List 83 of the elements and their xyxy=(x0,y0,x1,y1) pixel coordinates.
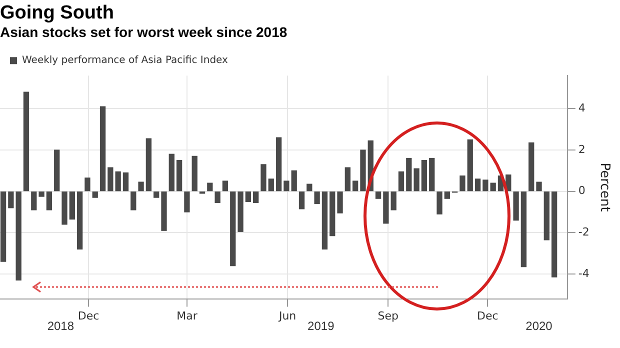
bar xyxy=(360,150,366,192)
bar xyxy=(513,192,519,221)
x-tick-label: Dec xyxy=(78,309,100,322)
bar xyxy=(330,192,336,236)
bar xyxy=(31,192,37,210)
bar xyxy=(76,192,83,250)
x-tick-label: Mar xyxy=(176,309,198,322)
y-tick-label: -2 xyxy=(578,226,590,239)
bar xyxy=(528,142,534,192)
bar xyxy=(100,106,106,192)
bar xyxy=(482,180,488,192)
bar xyxy=(260,164,266,192)
bar xyxy=(154,192,160,198)
bar xyxy=(337,192,343,214)
bar xyxy=(238,192,244,232)
bar xyxy=(436,192,442,214)
bar xyxy=(474,178,481,192)
bar xyxy=(406,158,412,192)
bar xyxy=(291,170,297,192)
bar xyxy=(421,160,428,192)
bar xyxy=(460,176,466,192)
bar xyxy=(92,192,98,198)
bar xyxy=(222,180,228,192)
text: 2020 xyxy=(526,319,553,334)
bar xyxy=(414,168,420,192)
bar xyxy=(268,178,274,192)
bar xyxy=(344,167,351,192)
bar xyxy=(46,192,52,210)
bar xyxy=(23,92,30,192)
bar xyxy=(245,192,252,202)
bar xyxy=(551,192,558,278)
bar xyxy=(122,172,129,192)
bar xyxy=(352,180,358,192)
bar xyxy=(429,158,435,192)
bar xyxy=(298,192,305,210)
x-tick-label: Dec xyxy=(476,309,498,322)
y-tick-label: 4 xyxy=(578,102,586,115)
bar xyxy=(398,171,404,192)
x-tick-label: Sep xyxy=(378,309,399,322)
bar xyxy=(168,154,174,192)
bar xyxy=(544,192,550,240)
bar xyxy=(69,192,75,220)
bar xyxy=(306,184,312,192)
bar xyxy=(16,192,22,281)
bar xyxy=(54,150,60,192)
bar xyxy=(207,182,213,192)
y-tick-label: 2 xyxy=(578,142,586,156)
bar xyxy=(38,192,44,197)
bar xyxy=(130,192,136,210)
bar xyxy=(184,192,190,212)
bar xyxy=(0,192,6,262)
bar xyxy=(314,192,320,204)
bar xyxy=(375,192,382,199)
text: 2019 xyxy=(308,319,335,334)
bar xyxy=(390,192,396,210)
chart-title: Going South xyxy=(0,2,114,24)
bar xyxy=(284,180,290,192)
y-tick-label: 0 xyxy=(578,184,586,198)
bar xyxy=(146,138,152,192)
bar xyxy=(444,192,450,199)
bar xyxy=(383,192,389,224)
bar xyxy=(62,192,68,225)
y-axis-title: Percent xyxy=(596,162,612,212)
bar xyxy=(161,192,167,231)
bar xyxy=(138,182,144,192)
bar xyxy=(214,192,220,204)
bar xyxy=(322,192,328,250)
bar xyxy=(230,192,236,266)
bar xyxy=(8,192,14,208)
x-tick-label: Jun xyxy=(278,309,296,322)
bar xyxy=(536,182,542,192)
bar xyxy=(520,192,527,268)
y-tick-label: -4 xyxy=(578,266,590,280)
bar xyxy=(276,137,282,192)
bar xyxy=(467,139,473,192)
bar xyxy=(253,192,259,204)
legend-label: Weekly performance of Asia Pacific Index xyxy=(22,55,228,66)
bar xyxy=(176,160,182,192)
bar xyxy=(192,156,198,192)
chart-subtitle: Asian stocks set for worst week since 2018 xyxy=(0,24,288,40)
text: 2018 xyxy=(47,319,74,334)
bar xyxy=(490,182,496,192)
bar xyxy=(84,178,90,192)
